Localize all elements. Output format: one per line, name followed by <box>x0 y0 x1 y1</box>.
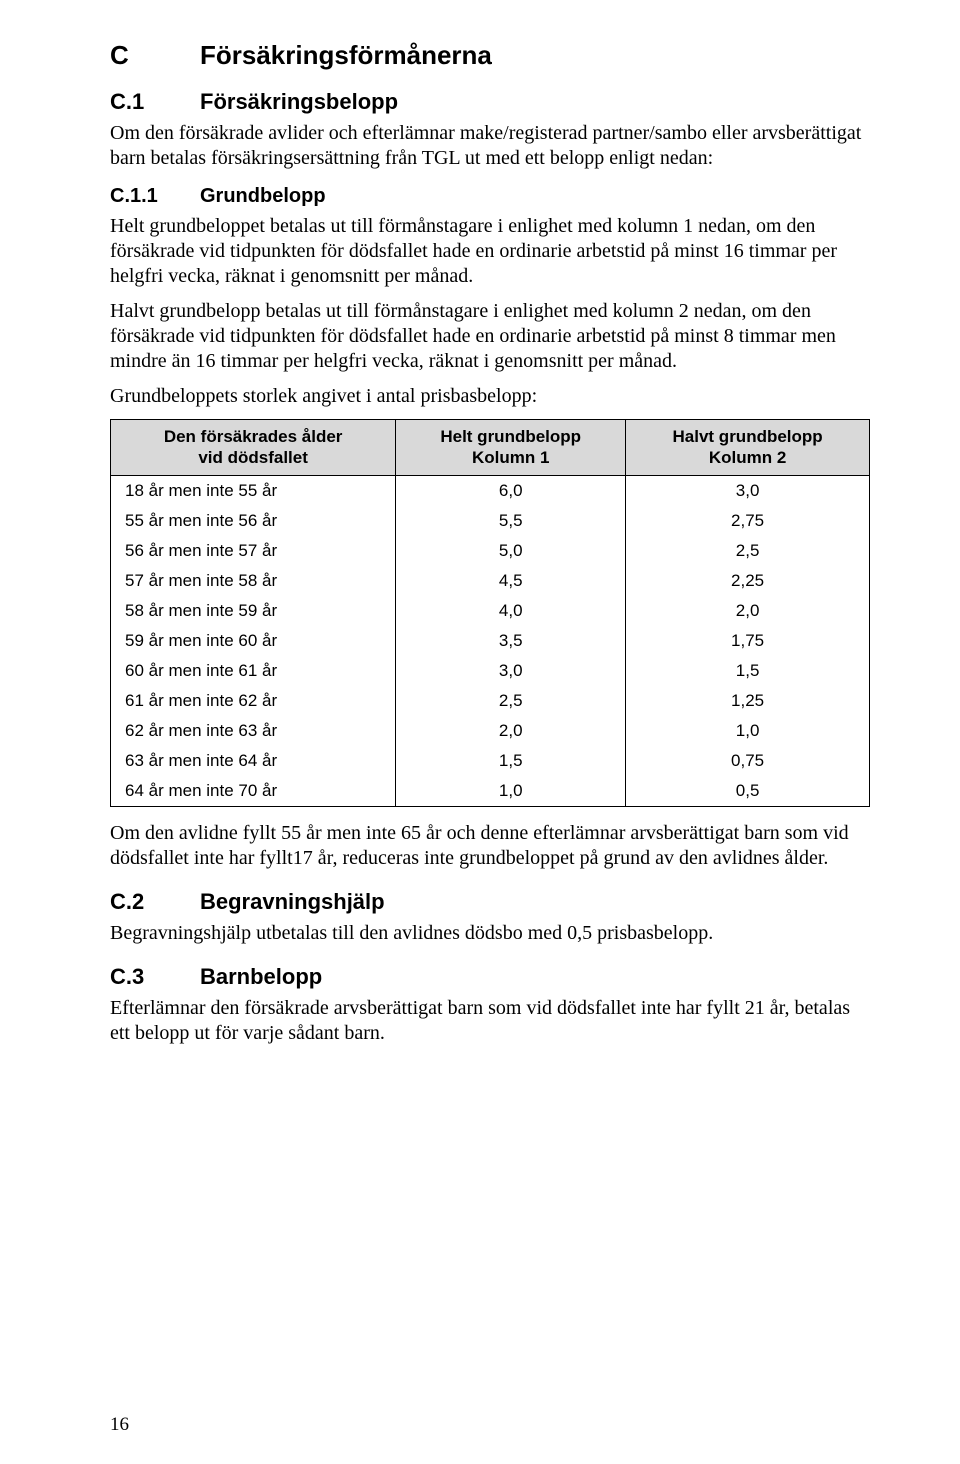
table-cell-helt: 1,0 <box>396 776 626 807</box>
table-row: 60 år men inte 61 år3,01,5 <box>111 656 870 686</box>
paragraph-c3: Efterlämnar den försäkrade arvsberättiga… <box>110 996 870 1046</box>
paragraph-c1-1-a: Helt grundbeloppet betalas ut till förmå… <box>110 214 870 289</box>
table-row: 62 år men inte 63 år2,01,0 <box>111 716 870 746</box>
heading-c1: C.1 Försäkringsbelopp <box>110 89 870 115</box>
document-page: C Försäkringsförmånerna C.1 Försäkringsb… <box>0 0 960 1464</box>
table-cell-age: 59 år men inte 60 år <box>111 626 396 656</box>
table-row: 18 år men inte 55 år6,03,0 <box>111 475 870 506</box>
paragraph-c2: Begravningshjälp utbetalas till den avli… <box>110 921 870 946</box>
heading-c2-marker: C.2 <box>110 889 200 915</box>
heading-c2: C.2 Begravningshjälp <box>110 889 870 915</box>
table-cell-age: 58 år men inte 59 år <box>111 596 396 626</box>
table-header-age-l2: vid dödsfallet <box>198 448 308 467</box>
heading-c-title: Försäkringsförmånerna <box>200 40 492 71</box>
grundbelopp-table: Den försäkrades ålder vid dödsfallet Hel… <box>110 419 870 807</box>
table-cell-halvt: 2,75 <box>626 506 870 536</box>
table-cell-helt: 2,0 <box>396 716 626 746</box>
heading-c1-1-title: Grundbelopp <box>200 185 326 208</box>
table-header-halvt: Halvt grundbelopp Kolumn 2 <box>626 420 870 476</box>
table-cell-halvt: 1,25 <box>626 686 870 716</box>
heading-c2-title: Begravningshjälp <box>200 889 385 915</box>
heading-c3: C.3 Barnbelopp <box>110 964 870 990</box>
table-cell-helt: 5,5 <box>396 506 626 536</box>
table-header-helt: Helt grundbelopp Kolumn 1 <box>396 420 626 476</box>
table-cell-halvt: 0,75 <box>626 746 870 776</box>
table-cell-helt: 4,0 <box>396 596 626 626</box>
table-cell-age: 56 år men inte 57 år <box>111 536 396 566</box>
table-row: 63 år men inte 64 år1,50,75 <box>111 746 870 776</box>
heading-c1-1-marker: C.1.1 <box>110 185 200 208</box>
heading-c3-marker: C.3 <box>110 964 200 990</box>
paragraph-c1-1-d: Om den avlidne fyllt 55 år men inte 65 å… <box>110 821 870 871</box>
table-header-row: Den försäkrades ålder vid dödsfallet Hel… <box>111 420 870 476</box>
table-cell-age: 64 år men inte 70 år <box>111 776 396 807</box>
table-header-helt-l2: Kolumn 1 <box>472 448 549 467</box>
page-number: 16 <box>110 1414 129 1436</box>
table-cell-halvt: 1,5 <box>626 656 870 686</box>
table-row: 64 år men inte 70 år1,00,5 <box>111 776 870 807</box>
table-cell-helt: 4,5 <box>396 566 626 596</box>
table-cell-halvt: 2,0 <box>626 596 870 626</box>
table-cell-age: 55 år men inte 56 år <box>111 506 396 536</box>
table-row: 57 år men inte 58 år4,52,25 <box>111 566 870 596</box>
table-header-age-l1: Den försäkrades ålder <box>164 427 343 446</box>
heading-c: C Försäkringsförmånerna <box>110 40 870 71</box>
table-cell-age: 57 år men inte 58 år <box>111 566 396 596</box>
table-row: 58 år men inte 59 år4,02,0 <box>111 596 870 626</box>
table-cell-age: 63 år men inte 64 år <box>111 746 396 776</box>
table-cell-helt: 1,5 <box>396 746 626 776</box>
table-cell-helt: 3,0 <box>396 656 626 686</box>
table-cell-helt: 2,5 <box>396 686 626 716</box>
table-cell-age: 60 år men inte 61 år <box>111 656 396 686</box>
table-row: 59 år men inte 60 år3,51,75 <box>111 626 870 656</box>
heading-c1-1: C.1.1 Grundbelopp <box>110 185 870 208</box>
table-header-halvt-l2: Kolumn 2 <box>709 448 786 467</box>
table-row: 61 år men inte 62 år2,51,25 <box>111 686 870 716</box>
table-cell-halvt: 3,0 <box>626 475 870 506</box>
table-row: 56 år men inte 57 år5,02,5 <box>111 536 870 566</box>
table-cell-age: 62 år men inte 63 år <box>111 716 396 746</box>
heading-c1-title: Försäkringsbelopp <box>200 89 398 115</box>
heading-c3-title: Barnbelopp <box>200 964 322 990</box>
paragraph-c1: Om den försäkrade avlider och efterlämna… <box>110 121 870 171</box>
heading-c-marker: C <box>110 40 200 71</box>
table-cell-halvt: 0,5 <box>626 776 870 807</box>
table-cell-halvt: 2,25 <box>626 566 870 596</box>
table-cell-halvt: 2,5 <box>626 536 870 566</box>
heading-c1-marker: C.1 <box>110 89 200 115</box>
table-cell-halvt: 1,75 <box>626 626 870 656</box>
table-cell-helt: 6,0 <box>396 475 626 506</box>
table-cell-age: 61 år men inte 62 år <box>111 686 396 716</box>
table-row: 55 år men inte 56 år5,52,75 <box>111 506 870 536</box>
table-cell-halvt: 1,0 <box>626 716 870 746</box>
table-header-age: Den försäkrades ålder vid dödsfallet <box>111 420 396 476</box>
table-cell-helt: 3,5 <box>396 626 626 656</box>
paragraph-c1-1-c: Grundbeloppets storlek angivet i antal p… <box>110 384 870 409</box>
table-header-helt-l1: Helt grundbelopp <box>440 427 581 446</box>
table-cell-helt: 5,0 <box>396 536 626 566</box>
paragraph-c1-1-b: Halvt grundbelopp betalas ut till förmån… <box>110 299 870 374</box>
table-cell-age: 18 år men inte 55 år <box>111 475 396 506</box>
table-header-halvt-l1: Halvt grundbelopp <box>673 427 823 446</box>
